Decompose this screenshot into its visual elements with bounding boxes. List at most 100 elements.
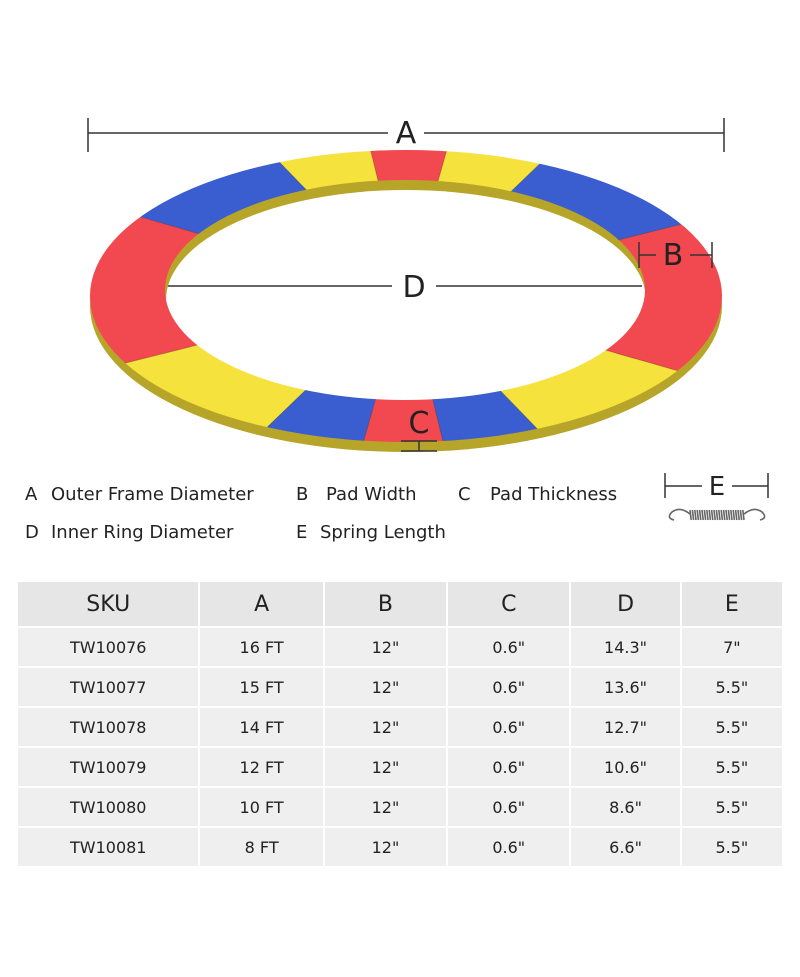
cell-e: 5.5"	[681, 828, 782, 866]
spring-coil	[725, 509, 728, 521]
spring-coil	[739, 509, 743, 521]
column-header-a: A	[200, 582, 323, 626]
spring-coil	[720, 509, 724, 521]
spring-coil	[708, 509, 712, 521]
spring-coil	[706, 509, 709, 521]
cell-sku: TW10078	[18, 708, 199, 746]
cell-d: 12.7"	[571, 708, 680, 746]
spring-coil	[710, 509, 714, 521]
cell-e: 5.5"	[681, 788, 782, 826]
legend-label: Inner Ring Diameter	[51, 522, 234, 543]
cell-sku: TW10079	[18, 748, 199, 786]
cell-c: 0.6"	[448, 708, 570, 746]
spring-coil	[703, 509, 707, 521]
pad-segment	[405, 291, 699, 442]
legend-label: Pad Thickness	[490, 484, 618, 505]
legend-item-e: E Spring Length	[296, 522, 446, 543]
cell-c: 0.6"	[448, 788, 570, 826]
legend-item-d: D Inner Ring Diameter	[25, 522, 233, 543]
table-row: TW10081 8 FT 12" 0.6" 6.6" 5.5"	[18, 828, 782, 866]
legend-item-c: C Pad Thickness	[458, 484, 617, 505]
spring-coil	[698, 509, 702, 521]
cell-sku: TW10081	[18, 828, 199, 866]
cell-b: 12"	[324, 828, 447, 866]
legend-item-b: B Pad Width	[296, 484, 417, 505]
cell-a: 16 FT	[200, 628, 323, 666]
cell-sku: TW10080	[18, 788, 199, 826]
cell-d: 13.6"	[571, 668, 680, 706]
spec-table: SKU A B C D E TW10076 16 FT 12" 0.6" 14.…	[16, 580, 784, 868]
cell-sku: TW10076	[18, 628, 199, 666]
cell-d: 6.6"	[571, 828, 680, 866]
cell-a: 12 FT	[200, 748, 323, 786]
trampoline-pad-diagram: A D B C	[87, 116, 725, 452]
cell-d: 10.6"	[571, 748, 680, 786]
dimension-e-label: E	[709, 472, 725, 502]
legend-item-a: A Outer Frame Diameter	[25, 484, 254, 505]
cell-c: 0.6"	[448, 628, 570, 666]
column-header-e: E	[681, 582, 782, 626]
spring-coil	[694, 509, 697, 521]
spring-coil	[689, 509, 692, 521]
spring-coil	[715, 509, 719, 521]
spring-coil	[701, 509, 704, 521]
legend-label: Spring Length	[320, 522, 446, 543]
cell-e: 5.5"	[681, 748, 782, 786]
spring-coil	[713, 509, 716, 521]
cell-d: 14.3"	[571, 628, 680, 666]
dimension-c	[401, 440, 437, 452]
spring-illustration: E	[664, 472, 769, 521]
spring-coil	[742, 509, 745, 521]
dimension-a-label: A	[396, 116, 417, 151]
table-header-row: SKU A B C D E	[18, 582, 782, 626]
cell-sku: TW10077	[18, 668, 199, 706]
cell-c: 0.6"	[448, 748, 570, 786]
table-row: TW10079 12 FT 12" 0.6" 10.6" 5.5"	[18, 748, 782, 786]
cell-b: 12"	[324, 628, 447, 666]
legend-key: C	[458, 484, 471, 505]
cell-b: 12"	[324, 708, 447, 746]
legend-key: A	[25, 484, 38, 505]
column-header-c: C	[448, 582, 570, 626]
spring-coil	[696, 509, 700, 521]
column-header-sku: SKU	[18, 582, 199, 626]
legend-label: Outer Frame Diameter	[51, 484, 254, 505]
column-header-b: B	[324, 582, 447, 626]
table-row: TW10076 16 FT 12" 0.6" 14.3" 7"	[18, 628, 782, 666]
legend-key: E	[296, 522, 308, 543]
spring-coil	[727, 509, 731, 521]
cell-b: 12"	[324, 788, 447, 826]
legend-key: B	[296, 484, 309, 505]
dimension-c-label: C	[409, 406, 430, 441]
cell-a: 8 FT	[200, 828, 323, 866]
dimension-e	[664, 473, 769, 498]
dimension-b	[638, 242, 713, 268]
column-header-d: D	[571, 582, 680, 626]
dimension-a	[87, 118, 725, 152]
dimension-d-label: D	[402, 270, 425, 305]
spring-coil	[722, 509, 726, 521]
spring-coil	[732, 509, 736, 521]
cell-c: 0.6"	[448, 668, 570, 706]
spring-coil	[718, 509, 721, 521]
cell-b: 12"	[324, 748, 447, 786]
spring-coil	[691, 509, 695, 521]
dimension-b-label: B	[663, 238, 684, 273]
spring-icon	[668, 508, 766, 521]
spring-coil	[730, 509, 733, 521]
cell-d: 8.6"	[571, 788, 680, 826]
cell-e: 5.5"	[681, 668, 782, 706]
spring-coil	[734, 509, 738, 521]
legend-label: Pad Width	[326, 484, 417, 505]
table-row: TW10080 10 FT 12" 0.6" 8.6" 5.5"	[18, 788, 782, 826]
cell-c: 0.6"	[448, 828, 570, 866]
spring-coil	[737, 509, 740, 521]
cell-a: 14 FT	[200, 708, 323, 746]
cell-e: 7"	[681, 628, 782, 666]
cell-a: 10 FT	[200, 788, 323, 826]
cell-b: 12"	[324, 668, 447, 706]
table-row: TW10077 15 FT 12" 0.6" 13.6" 5.5"	[18, 668, 782, 706]
legend-key: D	[25, 522, 39, 543]
cell-e: 5.5"	[681, 708, 782, 746]
table-row: TW10078 14 FT 12" 0.6" 12.7" 5.5"	[18, 708, 782, 746]
